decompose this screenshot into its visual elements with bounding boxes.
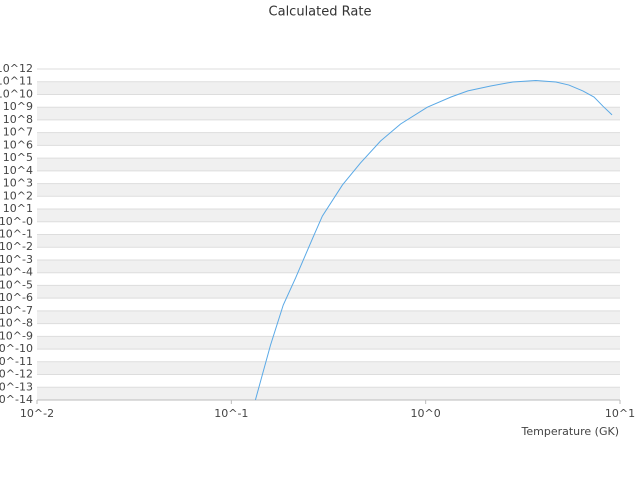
y-tick-label: 10^-3	[0, 253, 33, 266]
y-tick-label: 10^-2	[0, 240, 33, 253]
y-tick-label: 10^-13	[0, 380, 33, 393]
x-axis-label: Temperature (GK)	[521, 425, 620, 438]
y-tick-label: 10^-11	[0, 355, 33, 368]
y-tick-label: 10^10	[0, 87, 33, 100]
y-tick-label: 10^-7	[0, 304, 33, 317]
grid-band	[37, 336, 620, 350]
grid-band	[37, 132, 620, 146]
y-tick-label: 10^-1	[0, 228, 33, 241]
x-tick-label: 10^1	[605, 407, 635, 420]
data-line	[254, 79, 613, 401]
grid-band	[37, 81, 620, 95]
grid-band	[37, 259, 620, 273]
grid-band	[37, 209, 620, 222]
grid-band	[37, 107, 620, 120]
x-tick-label: 10^-2	[20, 407, 54, 420]
y-tick-label: 10^-14	[0, 393, 33, 406]
y-tick-label: 10^-5	[0, 278, 33, 291]
x-tick-label: 10^0	[411, 407, 441, 420]
grid-band	[37, 285, 620, 299]
chart-title: Calculated Rate	[269, 5, 372, 20]
y-tick-label: 10^5	[3, 151, 33, 164]
y-tick-label: 10^6	[3, 138, 33, 151]
y-tick-label: 10^-0	[0, 215, 33, 228]
y-tick-label: 10^7	[3, 126, 33, 139]
y-tick-label: 10^2	[3, 189, 33, 202]
y-tick-label: 10^-8	[0, 317, 33, 330]
y-tick-label: 10^-12	[0, 368, 33, 381]
y-tick-label: 10^4	[3, 164, 33, 177]
y-tick-label: 10^12	[0, 62, 33, 75]
grid-band	[37, 234, 620, 248]
y-tick-label: 10^-9	[0, 329, 33, 342]
grid-band	[37, 310, 620, 324]
y-tick-label: 10^11	[0, 75, 33, 88]
y-tick-label: 10^-4	[0, 266, 33, 279]
y-tick-label: 10^9	[3, 100, 33, 113]
y-tick-label: 10^8	[3, 113, 33, 126]
y-tick-label: 10^-6	[0, 291, 33, 304]
y-tick-label: 10^1	[3, 202, 33, 215]
grid-band	[37, 387, 620, 400]
grid-band	[37, 183, 620, 197]
grid-band	[37, 158, 620, 171]
x-tick-label: 10^-1	[214, 407, 248, 420]
grid-band	[37, 361, 620, 375]
y-tick-label: 10^-10	[0, 342, 33, 355]
y-tick-label: 10^3	[3, 177, 33, 190]
